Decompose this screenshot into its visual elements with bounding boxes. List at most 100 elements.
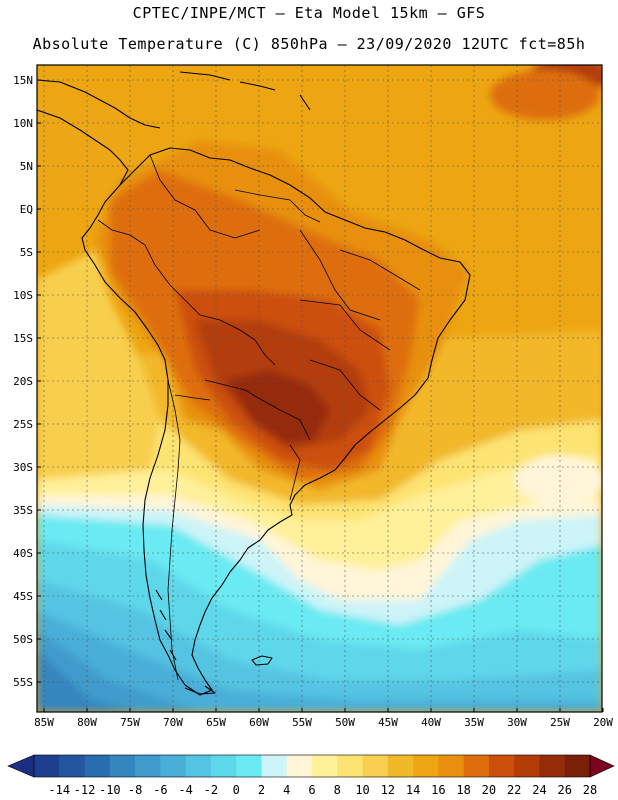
colorbar-frame <box>33 754 591 778</box>
colorbar-label: 20 <box>482 783 496 797</box>
lon-label: 65W <box>206 716 226 729</box>
colorbar-label: -6 <box>153 783 167 797</box>
border-brazil-states-2 <box>299 299 391 351</box>
map-frame <box>36 64 603 713</box>
colorbar-swatch <box>135 755 161 777</box>
lat-label: 35S <box>13 504 33 517</box>
field-nw-ocean-band <box>37 100 140 210</box>
lon-label: 30W <box>507 716 527 729</box>
lat-label: 45S <box>13 590 33 603</box>
lat-label: 10N <box>13 117 33 130</box>
colorbar-swatch <box>84 755 111 777</box>
colorbar-swatch <box>514 755 540 777</box>
colorbar-swatch <box>59 755 86 777</box>
colorbar-swatch <box>362 755 389 777</box>
colorbar-label: -14 <box>48 783 70 797</box>
lon-label: 80W <box>77 716 97 729</box>
colorbar-under-arrow <box>7 754 35 778</box>
lon-label: 60W <box>249 716 269 729</box>
field-northeast-warm-spot <box>490 70 600 120</box>
south-america-coastline <box>81 147 471 696</box>
colorbar-label: 18 <box>456 783 470 797</box>
field-land-28 <box>225 370 330 445</box>
border-peru-brazil <box>144 244 221 321</box>
colorbar-swatch <box>438 755 465 777</box>
colorbar-swatch <box>312 755 338 777</box>
lat-label: 10S <box>13 289 33 302</box>
lat-label: 15N <box>13 74 33 87</box>
colorbar-label: 6 <box>308 783 315 797</box>
field-warm-pool-south <box>515 455 602 505</box>
longitude-axis: 85W 80W 75W 70W 65W 60W 55W 50W 45W 40W 35W 30W 25W 2… <box>34 708 613 729</box>
lat-label: 40S <box>13 547 33 560</box>
lat-label: 30S <box>13 461 33 474</box>
border-paraguay-brazil <box>261 399 311 441</box>
lon-label: 70W <box>163 716 183 729</box>
colorbar-label: 8 <box>334 783 341 797</box>
border-venezuela-brazil <box>234 189 321 223</box>
colorbar-label: -2 <box>204 783 218 797</box>
field-west-coast-band <box>37 250 160 480</box>
colorbar-swatch <box>413 755 439 777</box>
border-colombia-venezuela <box>149 154 261 239</box>
grid-lines <box>37 65 602 712</box>
colorbar-swatch <box>210 755 237 777</box>
colorbar-label: 16 <box>431 783 445 797</box>
colorbar-label: 2 <box>258 783 265 797</box>
colorbar-swatch <box>109 755 136 777</box>
lon-label: 85W <box>34 716 54 729</box>
map-title-line1: CPTEC/INPE/MCT – Eta Model 15km – GFS <box>132 4 486 22</box>
colorbar-swatch <box>337 755 364 777</box>
lon-label: 25W <box>550 716 570 729</box>
lat-label: 55S <box>13 676 33 689</box>
colorbar-label: 4 <box>283 783 290 797</box>
central-america-north-coast <box>37 79 161 129</box>
colorbar-label: -4 <box>178 783 192 797</box>
falkland-islands <box>251 655 273 666</box>
latitude-axis: 15N 10N 5N EQ 5S 10S 15S 20S 25S 30S 35S 40S 45S 50S 5… <box>13 74 41 689</box>
field-band-0 <box>37 610 602 712</box>
colorbar-swatch <box>185 755 212 777</box>
border-brazil-states-3 <box>339 249 421 291</box>
lat-label: 5S <box>20 246 33 259</box>
central-america-coastline <box>37 109 129 186</box>
border-bolivia-paraguay <box>204 379 263 401</box>
colorbar-label: -8 <box>128 783 142 797</box>
caribbean-islands <box>179 71 311 111</box>
colorbar-label: 14 <box>406 783 420 797</box>
colorbar-label: 22 <box>507 783 521 797</box>
colorbar-label: 26 <box>558 783 572 797</box>
border-brazil-states-1 <box>299 229 381 321</box>
lon-label: 40W <box>421 716 441 729</box>
lat-label: 5N <box>20 160 33 173</box>
lon-label: 20W <box>593 716 613 729</box>
colorbar-label: 0 <box>233 783 240 797</box>
border-argentina-chile <box>167 379 181 681</box>
lon-label: 45W <box>378 716 398 729</box>
lat-label: 50S <box>13 633 33 646</box>
field-band-minus4 <box>37 650 140 712</box>
colorbar-swatch <box>236 755 262 777</box>
lon-label: 55W <box>292 716 312 729</box>
lon-label: 50W <box>335 716 355 729</box>
border-bolivia-brazil <box>219 319 276 366</box>
colorbar-swatch <box>286 755 313 777</box>
temperature-colorbar: -14 -12 -10 -8 -6 -4 -2 0 2 4 6 8 10 12 14 16 18 20 22 24 26… <box>7 754 615 797</box>
map-title-line2: Absolute Temperature (C) 850hPa – 23/09/… <box>32 35 586 53</box>
colorbar-label: -12 <box>74 783 96 797</box>
country-borders <box>97 154 421 681</box>
colorbar-over-arrow <box>589 754 615 778</box>
border-brazil-states-4 <box>309 359 381 411</box>
border-argentina-uruguay <box>289 444 301 501</box>
lat-label: 20S <box>13 375 33 388</box>
lat-label: EQ <box>20 203 33 216</box>
colorbar-swatch <box>387 755 414 777</box>
lon-label: 75W <box>120 716 140 729</box>
border-argentina-bolivia <box>174 394 211 401</box>
colorbar-swatch <box>34 755 60 777</box>
colorbar-label: 28 <box>583 783 597 797</box>
colorbar-swatch <box>488 755 515 777</box>
colorbar-swatch <box>564 755 591 777</box>
border-ecuador-peru <box>97 219 146 246</box>
